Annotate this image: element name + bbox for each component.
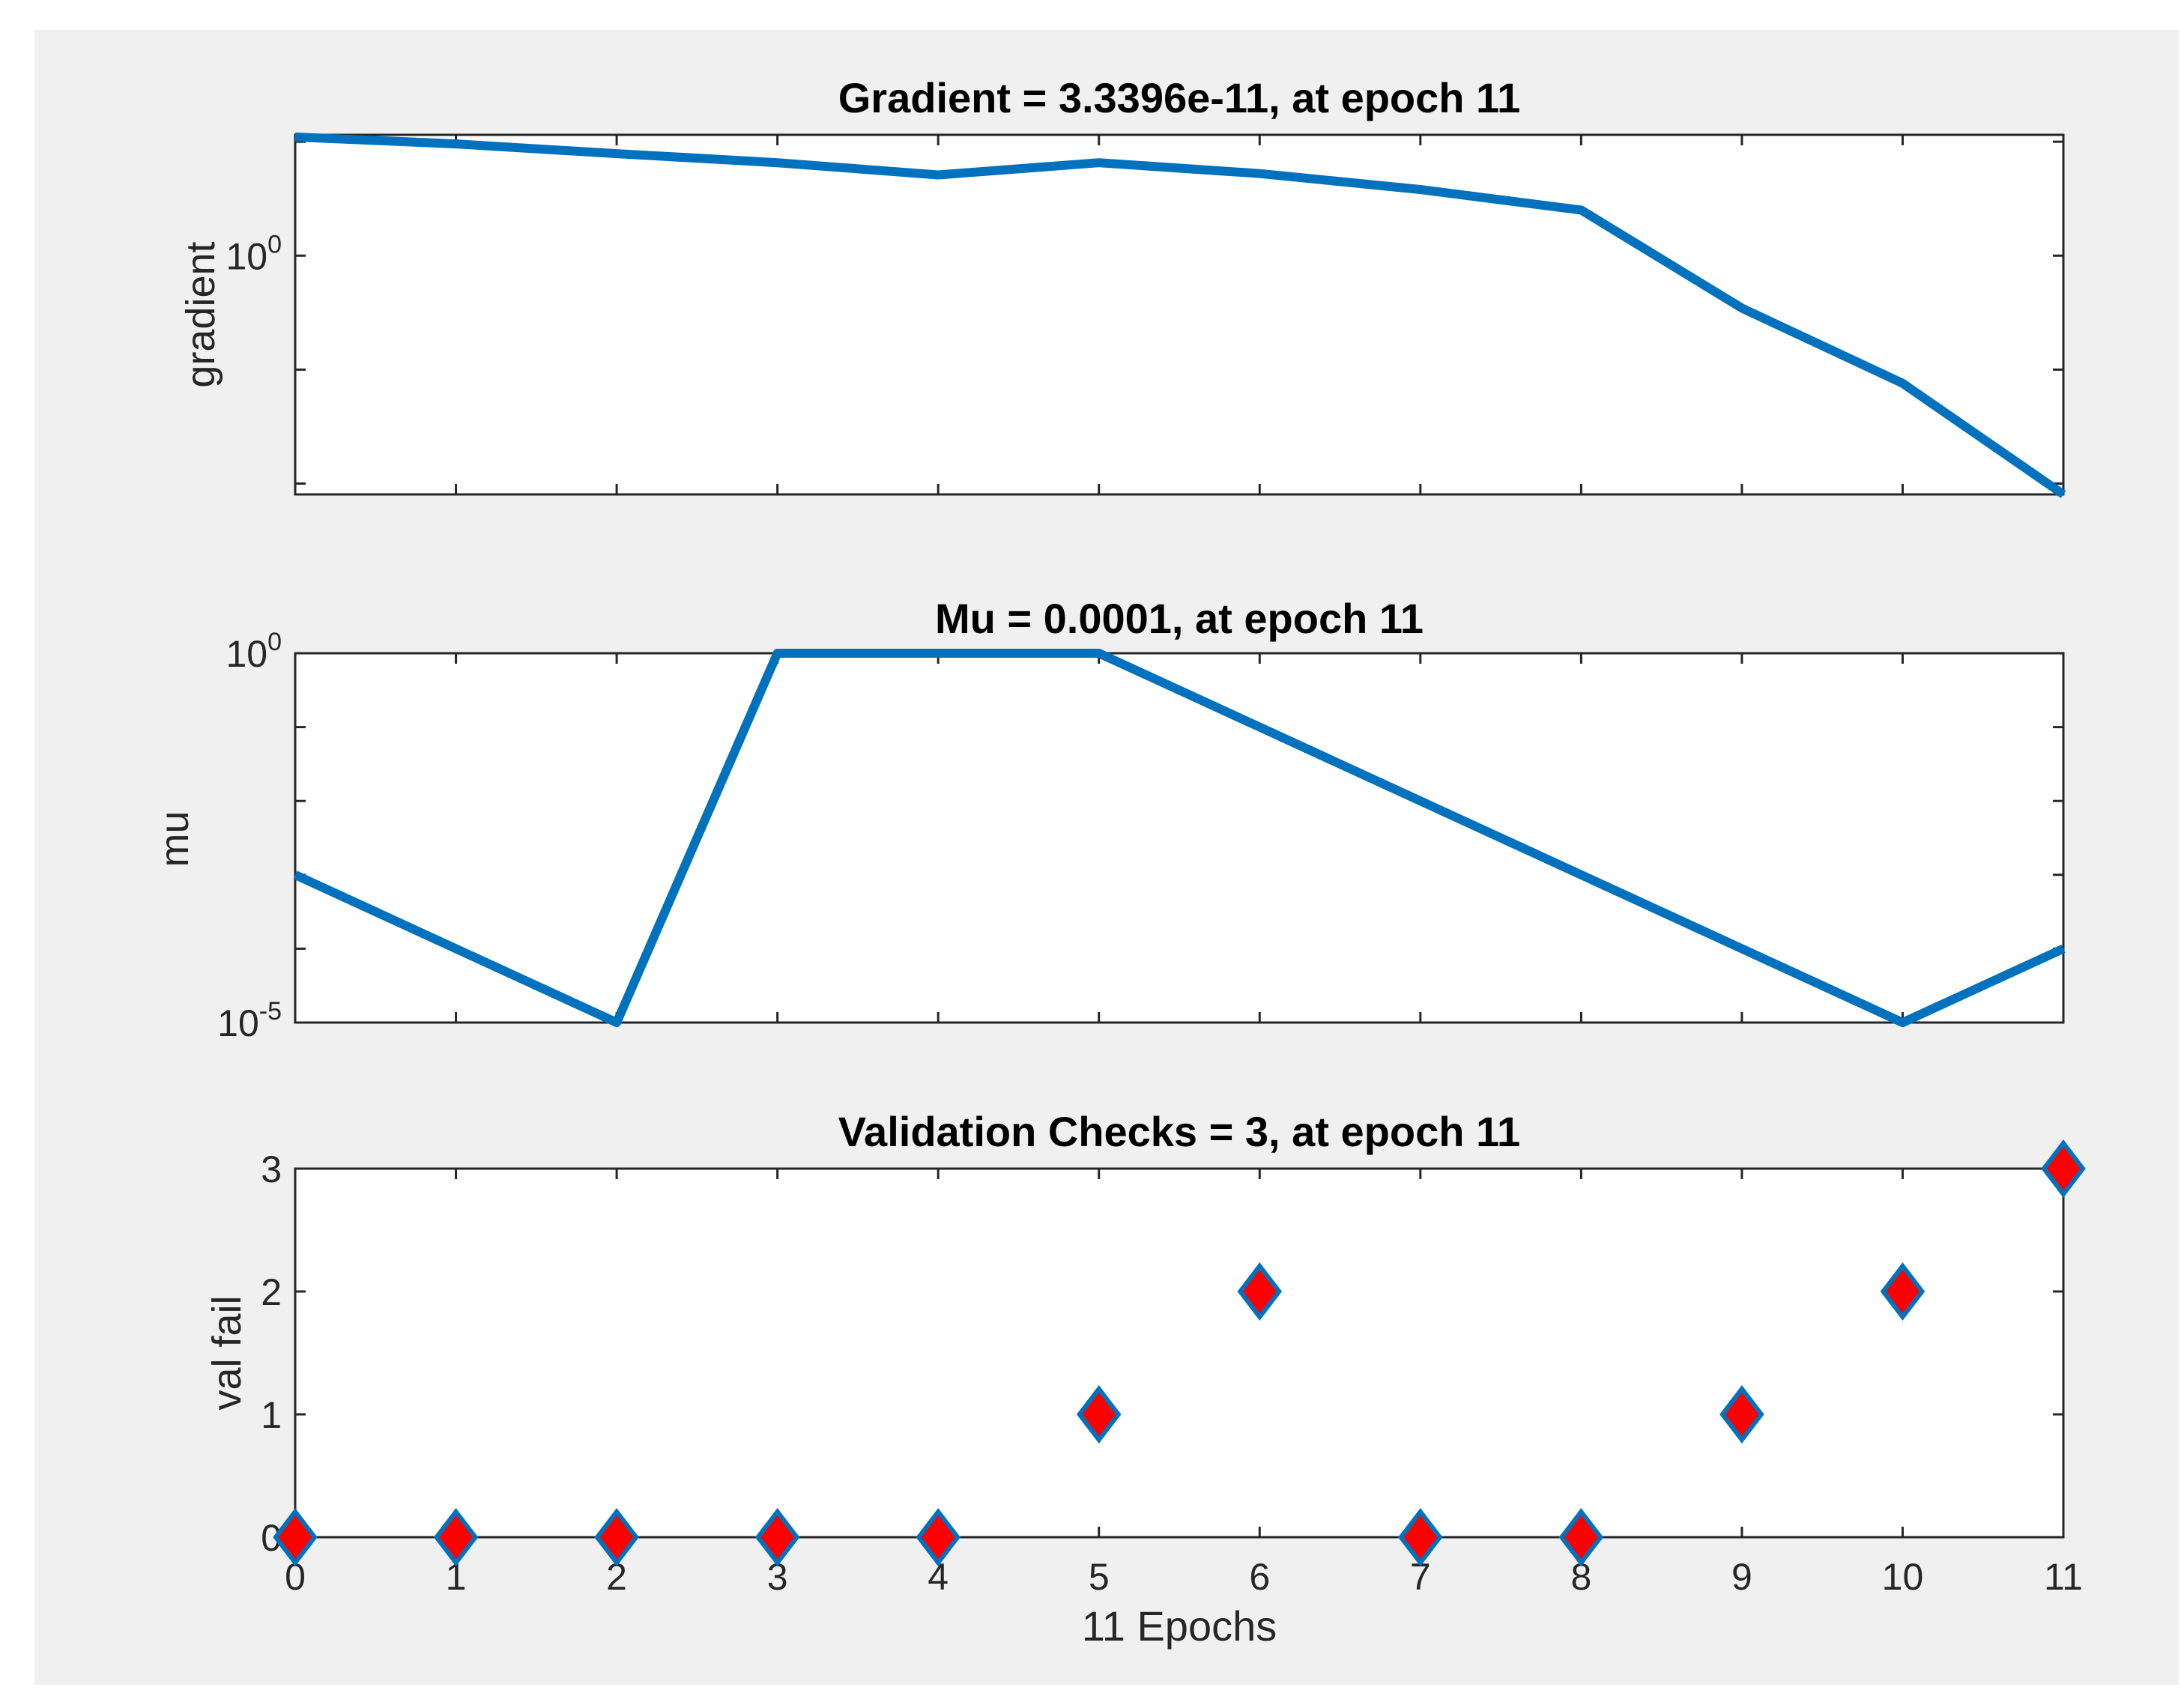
validation-markers bbox=[273, 1139, 2086, 1566]
gradient-series-line bbox=[294, 132, 2066, 498]
y-tick-label: 2 bbox=[261, 1271, 282, 1313]
mu-title: Mu = 0.0001, at epoch 11 bbox=[935, 595, 1424, 642]
training-state-figure: Gradient = 3.3396e-11, at epoch 11 gradi… bbox=[152, 74, 2086, 1650]
gradient-ticks: 100 bbox=[226, 135, 2065, 494]
x-tick-label: 10 bbox=[1882, 1556, 1924, 1598]
val-fail-marker bbox=[433, 1508, 479, 1566]
val-fail-marker bbox=[1398, 1508, 1443, 1566]
gradient-axes bbox=[294, 133, 2065, 496]
validation-panel: Validation Checks = 3, at epoch 11 val f… bbox=[205, 1108, 2086, 1650]
y-tick-label: 3 bbox=[261, 1148, 282, 1190]
x-tick-label: 5 bbox=[1089, 1556, 1110, 1598]
validation-axes bbox=[294, 1167, 2065, 1539]
val-fail-marker bbox=[594, 1508, 639, 1566]
val-fail-marker bbox=[754, 1508, 800, 1566]
x-tick-label: 6 bbox=[1249, 1556, 1270, 1598]
val-fail-marker bbox=[1719, 1385, 1764, 1444]
x-tick-label: 11 bbox=[2044, 1556, 2083, 1598]
mu-axes bbox=[294, 652, 2065, 1024]
val-fail-marker bbox=[2041, 1139, 2086, 1198]
val-fail-marker bbox=[1880, 1262, 1926, 1321]
y-tick-label: 1 bbox=[261, 1394, 282, 1436]
mu-panel: Mu = 0.0001, at epoch 11 mu 100 10-5 bbox=[152, 595, 2066, 1044]
figure-window: Gradient = 3.3396e-11, at epoch 11 gradi… bbox=[34, 30, 2179, 1685]
gradient-title: Gradient = 3.3396e-11, at epoch 11 bbox=[838, 74, 1521, 121]
mu-ylabel: mu bbox=[152, 811, 197, 867]
gradient-ylabel: gradient bbox=[178, 241, 223, 387]
gradient-panel: Gradient = 3.3396e-11, at epoch 11 gradi… bbox=[178, 74, 2066, 498]
validation-xlabel: 11 Epochs bbox=[1082, 1602, 1277, 1650]
mu-ticks: 100 10-5 bbox=[217, 628, 2065, 1044]
x-tick-label: 9 bbox=[1731, 1556, 1752, 1598]
val-fail-marker bbox=[1237, 1262, 1283, 1321]
y-tick-label: 100 bbox=[226, 628, 282, 675]
val-fail-marker bbox=[273, 1508, 318, 1566]
val-fail-marker bbox=[1558, 1508, 1604, 1566]
validation-ylabel: val fail bbox=[205, 1295, 249, 1410]
val-fail-marker bbox=[916, 1508, 961, 1566]
validation-title: Validation Checks = 3, at epoch 11 bbox=[838, 1108, 1520, 1155]
mu-series-line bbox=[293, 649, 2066, 1027]
val-fail-marker bbox=[1076, 1385, 1122, 1444]
y-tick-label: 100 bbox=[226, 230, 282, 277]
y-tick-label: 10-5 bbox=[217, 997, 282, 1044]
